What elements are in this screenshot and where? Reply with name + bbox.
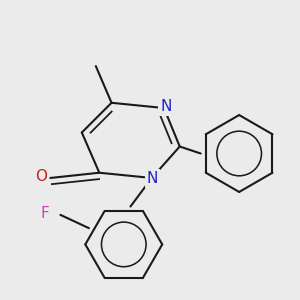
Text: O: O	[36, 169, 48, 184]
Text: N: N	[147, 171, 158, 186]
Text: F: F	[40, 206, 49, 220]
Text: N: N	[160, 99, 171, 114]
